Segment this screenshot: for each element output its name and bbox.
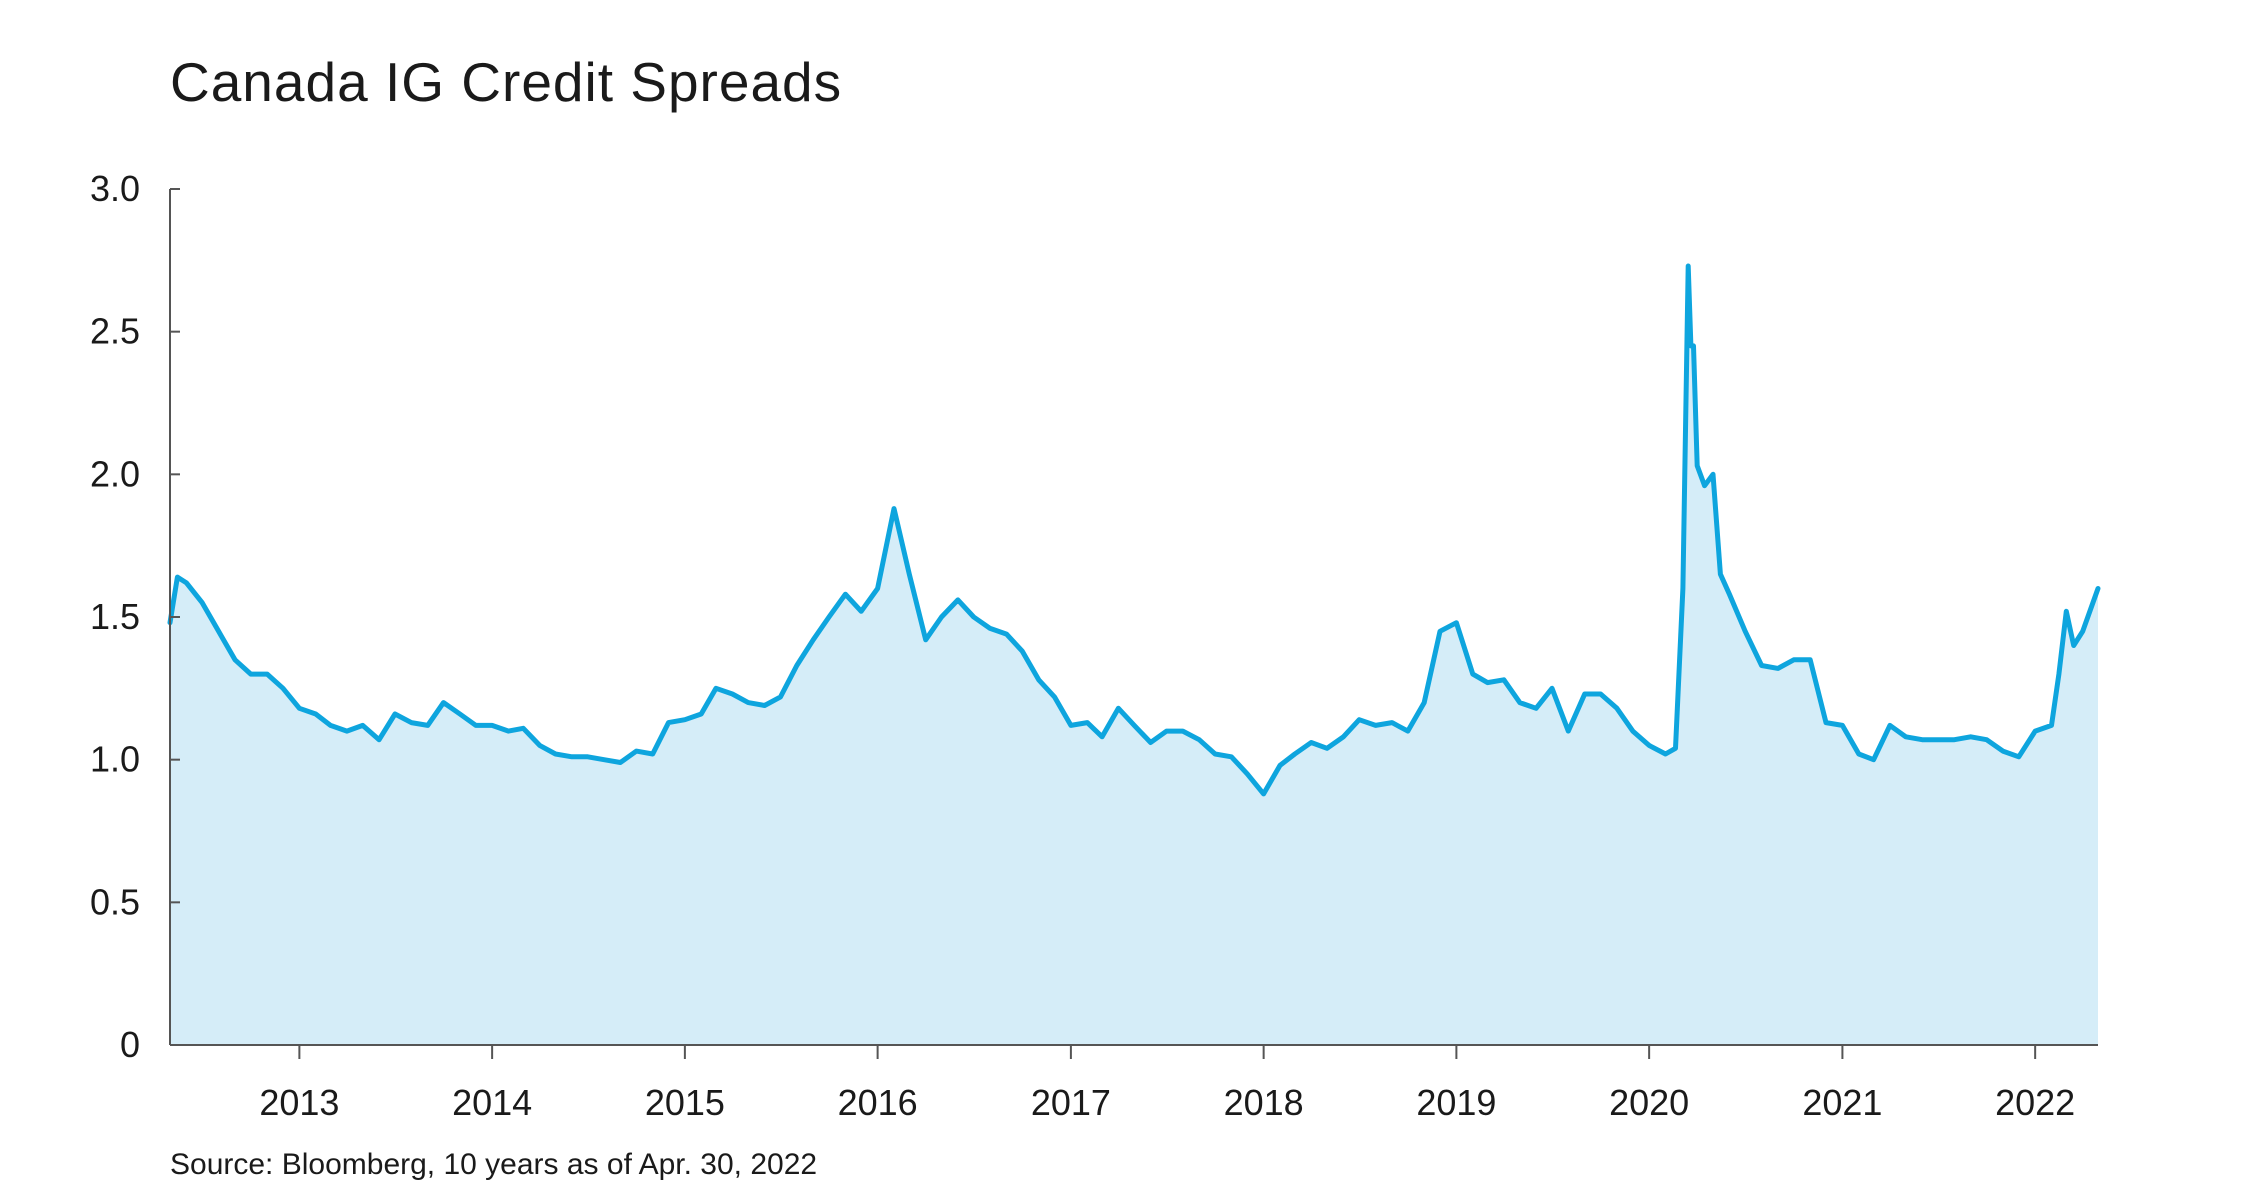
x-tick-label: 2014 bbox=[452, 1082, 532, 1123]
y-tick-label: 0.5 bbox=[90, 881, 140, 922]
y-axis-ticks: 0 0.5 1.0 1.5 2.0 2.5 3.0 bbox=[90, 168, 180, 1065]
y-tick-label: 2.0 bbox=[90, 453, 140, 494]
x-tick-label: 2013 bbox=[259, 1082, 339, 1123]
y-tick-label: 1.5 bbox=[90, 596, 140, 637]
chart-title: Canada IG Credit Spreads bbox=[170, 51, 843, 113]
y-tick-label: 1.0 bbox=[90, 739, 140, 780]
x-tick-label: 2020 bbox=[1609, 1082, 1689, 1123]
source-note: Source: Bloomberg, 10 years as of Apr. 3… bbox=[170, 1148, 818, 1181]
x-tick-label: 2017 bbox=[1031, 1082, 1111, 1123]
x-tick-label: 2021 bbox=[1802, 1082, 1882, 1123]
x-tick-label: 2016 bbox=[838, 1082, 918, 1123]
x-tick-label: 2019 bbox=[1416, 1082, 1496, 1123]
area-fill bbox=[170, 266, 2098, 1045]
x-tick-label: 2022 bbox=[1995, 1082, 2075, 1123]
y-tick-label: 3.0 bbox=[90, 168, 140, 209]
y-tick-label: 2.5 bbox=[90, 311, 140, 352]
x-tick-label: 2015 bbox=[645, 1082, 725, 1123]
y-tick-label: 0 bbox=[120, 1024, 140, 1065]
x-tick-label: 2018 bbox=[1224, 1082, 1304, 1123]
x-axis-ticks: 2013 2014 2015 2016 2017 2018 2019 2020 2021 2022 bbox=[259, 1045, 2075, 1123]
series-line bbox=[167, 263, 2101, 797]
